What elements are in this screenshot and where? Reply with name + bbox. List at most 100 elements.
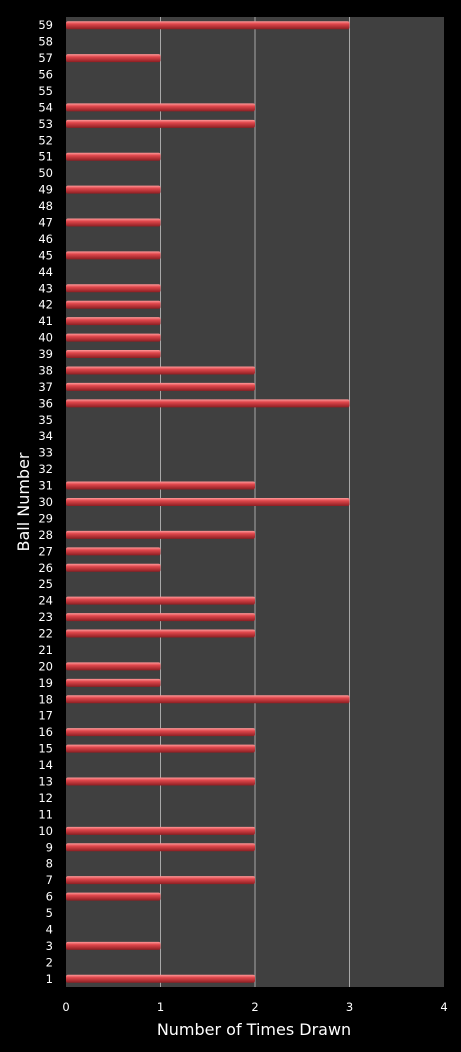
y-tick-label: 34 [38,429,53,443]
bar-ball-16 [66,728,255,737]
y-tick-label: 57 [38,51,53,65]
y-tick-label: 3 [46,939,53,953]
bar-ball-30 [66,498,350,506]
bar-ball-49 [66,185,161,194]
y-tick-label: 28 [38,528,53,542]
y-tick-label: 40 [38,331,53,345]
y-tick-label: 52 [38,133,53,147]
y-tick-label: 49 [38,183,53,197]
y-tick-label: 2 [46,955,53,969]
y-tick-label: 45 [38,248,53,262]
y-tick-label: 14 [38,758,53,772]
y-tick-label: 25 [38,577,53,591]
x-tick-label: 2 [251,1000,258,1014]
bar-ball-43 [66,284,161,293]
y-tick-label: 18 [38,692,53,706]
bar-ball-36 [66,399,350,408]
bar-ball-53 [66,119,255,128]
y-tick-label: 16 [38,725,53,739]
y-tick-label: 4 [46,922,53,936]
y-tick-label: 35 [38,413,53,427]
y-tick-label: 50 [38,166,53,180]
bar-ball-19 [66,678,161,687]
y-tick-label: 13 [38,774,53,788]
y-tick-label: 47 [38,216,53,230]
x-tick-label: 1 [157,1000,164,1014]
y-tick-label: 12 [38,791,53,805]
bar-ball-28 [66,530,255,539]
bar-ball-26 [66,563,161,572]
y-tick-label: 41 [38,314,53,328]
y-tick-label: 6 [46,890,53,904]
y-tick-label: 15 [38,742,53,756]
bar-ball-6 [66,892,161,901]
y-tick-label: 55 [38,84,53,98]
bar-ball-37 [66,382,255,391]
y-tick-label: 58 [38,35,53,49]
y-tick-label: 30 [38,495,53,509]
bar-ball-47 [66,218,161,227]
y-axis-title: Ball Number [14,452,33,551]
bar-ball-45 [66,251,161,260]
x-tick-label: 0 [62,1000,69,1014]
y-tick-label: 36 [38,396,53,410]
y-tick-label: 1 [46,972,53,986]
y-tick-label: 54 [38,100,53,114]
x-tick-label: 4 [440,1000,447,1014]
y-tick-label: 11 [38,807,53,821]
y-tick-label: 10 [38,824,53,838]
bar-ball-3 [66,941,161,950]
bar-ball-13 [66,777,255,786]
bar-ball-39 [66,350,161,359]
y-tick-label: 22 [38,627,53,641]
y-tick-label: 21 [38,643,53,657]
bar-ball-18 [66,695,350,704]
y-tick-label: 26 [38,561,53,575]
bar-ball-31 [66,481,255,490]
y-tick-label: 31 [38,479,53,493]
y-tick-label: 59 [38,18,53,32]
x-tick-labels: 0 1 2 3 4 [62,1000,447,1014]
bar-ball-23 [66,613,255,622]
y-tick-label: 39 [38,347,53,361]
y-tick-label: 7 [46,873,53,887]
y-tick-label: 51 [38,150,53,164]
bar-ball-9 [66,843,255,852]
y-tick-label: 37 [38,380,53,394]
y-tick-label: 17 [38,709,53,723]
y-tick-label: 56 [38,68,53,82]
x-axis-title: Number of Times Drawn [157,1020,351,1039]
bar-ball-41 [66,317,161,326]
bars [66,21,350,983]
y-tick-label: 53 [38,117,53,131]
y-tick-label: 43 [38,281,53,295]
y-tick-label: 46 [38,232,53,246]
bar-ball-38 [66,366,255,375]
bar-ball-54 [66,103,255,112]
bar-ball-40 [66,333,161,342]
y-tick-label: 44 [38,265,53,279]
y-tick-label: 27 [38,544,53,558]
y-tick-label: 48 [38,199,53,213]
y-tick-label: 38 [38,363,53,377]
bar-ball-59 [66,21,350,30]
bar-ball-27 [66,547,161,556]
bar-ball-7 [66,876,255,885]
bar-ball-24 [66,596,255,605]
y-tick-label: 42 [38,298,53,312]
y-tick-labels: 1234567891011121314151617181920212223242… [38,18,53,986]
bar-ball-10 [66,826,255,835]
y-tick-label: 29 [38,511,53,525]
y-tick-label: 24 [38,594,53,608]
bar-ball-42 [66,300,161,309]
bar-ball-57 [66,54,161,63]
y-tick-label: 8 [46,857,53,871]
y-tick-label: 9 [46,840,53,854]
bar-ball-1 [66,974,255,983]
y-tick-label: 20 [38,659,53,673]
y-tick-label: 23 [38,610,53,624]
bar-ball-22 [66,629,255,638]
y-tick-label: 33 [38,446,53,460]
x-tick-label: 3 [346,1000,353,1014]
